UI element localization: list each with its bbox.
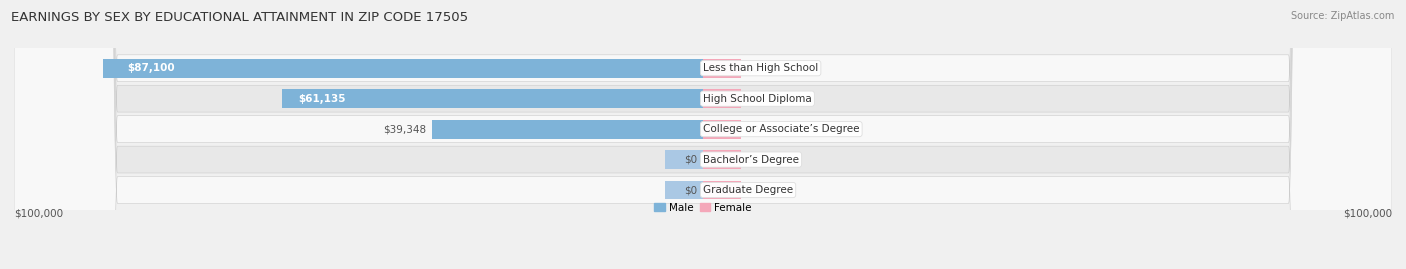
Text: $0: $0 (747, 63, 759, 73)
Text: EARNINGS BY SEX BY EDUCATIONAL ATTAINMENT IN ZIP CODE 17505: EARNINGS BY SEX BY EDUCATIONAL ATTAINMEN… (11, 11, 468, 24)
FancyBboxPatch shape (14, 0, 1392, 269)
Bar (703, 180, 741, 200)
Text: $0: $0 (747, 124, 759, 134)
Bar (703, 89, 741, 108)
Text: $100,000: $100,000 (14, 209, 63, 219)
FancyBboxPatch shape (14, 0, 1392, 269)
Text: $0: $0 (747, 94, 759, 104)
Text: $39,348: $39,348 (384, 124, 426, 134)
Text: College or Associate’s Degree: College or Associate’s Degree (703, 124, 859, 134)
Bar (703, 59, 741, 78)
Text: $0: $0 (685, 185, 697, 195)
Text: $87,100: $87,100 (127, 63, 174, 73)
Bar (281, 89, 703, 108)
Text: Bachelor’s Degree: Bachelor’s Degree (703, 155, 799, 165)
Bar (703, 120, 741, 139)
Legend: Male, Female: Male, Female (654, 203, 752, 213)
Text: Less than High School: Less than High School (703, 63, 818, 73)
FancyBboxPatch shape (14, 0, 1392, 269)
Text: High School Diploma: High School Diploma (703, 94, 811, 104)
Text: $0: $0 (747, 155, 759, 165)
Text: $0: $0 (747, 185, 759, 195)
Bar (432, 120, 703, 139)
Bar (703, 150, 741, 169)
Text: Graduate Degree: Graduate Degree (703, 185, 793, 195)
Text: $61,135: $61,135 (298, 94, 346, 104)
Text: $100,000: $100,000 (1343, 209, 1392, 219)
Bar (103, 59, 703, 78)
Text: Source: ZipAtlas.com: Source: ZipAtlas.com (1291, 11, 1395, 21)
Bar (665, 180, 703, 200)
FancyBboxPatch shape (14, 0, 1392, 269)
Text: $0: $0 (685, 155, 697, 165)
FancyBboxPatch shape (14, 0, 1392, 269)
Bar (665, 150, 703, 169)
